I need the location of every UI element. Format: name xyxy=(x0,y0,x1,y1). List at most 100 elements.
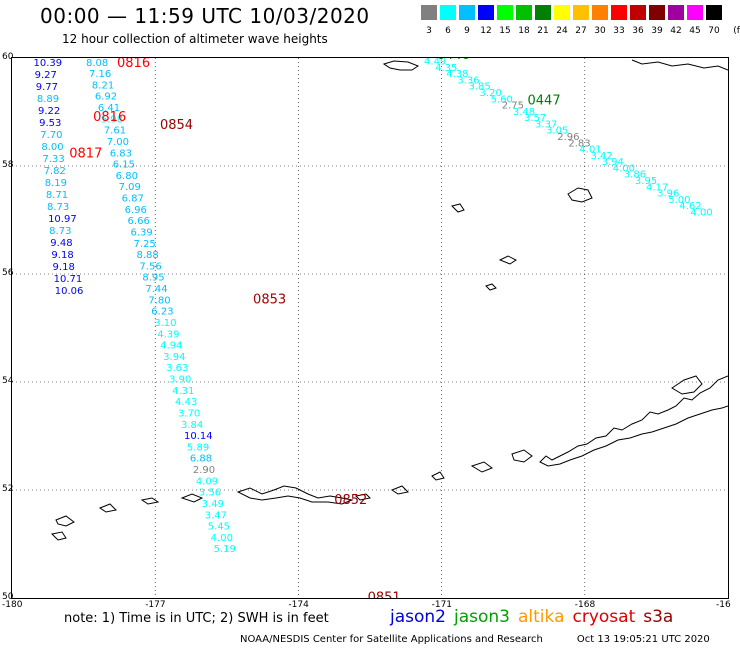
wave-height-value: 6.23 xyxy=(151,307,173,318)
legend-label-24: 24 xyxy=(556,26,568,36)
wave-height-value: 2.83 xyxy=(568,138,590,149)
map-canvas: 10.399.279.778.899.229.537.708.007.337.8… xyxy=(12,58,728,598)
lon-tick-label: -16 xyxy=(716,600,731,610)
aleutian-chain-east-2 xyxy=(470,461,494,473)
graticule-grid xyxy=(12,58,728,598)
wave-height-value: 5.00 xyxy=(668,195,690,206)
wave-height-value: 6.87 xyxy=(122,194,144,205)
lon-tick-label: -171 xyxy=(431,600,453,610)
wave-height-value: 4.00 xyxy=(690,207,712,218)
lat-tick-label: 52 xyxy=(2,484,14,494)
wave-height-value: 3.90 xyxy=(169,375,191,386)
near-islands-2 xyxy=(50,531,67,541)
legend-label-18: 18 xyxy=(518,26,530,36)
wave-height-value: 3.10 xyxy=(154,318,176,329)
wave-height-value: 4.00 xyxy=(211,533,233,544)
wave-height-value: 8.73 xyxy=(49,226,71,237)
legend-label-3: 3 xyxy=(426,26,432,36)
legend-swatch-18 xyxy=(516,5,532,20)
st-lawrence-island xyxy=(382,60,420,71)
near-islands-1 xyxy=(55,515,75,527)
satellite-legend: jason2 jason3 altika cryosat s3a xyxy=(390,607,681,627)
pass-time-label: 0446 xyxy=(437,58,470,63)
legend-swatch-15 xyxy=(497,5,513,20)
wave-height-value: 5.60 xyxy=(491,94,513,105)
wave-height-value: 4.31 xyxy=(172,386,194,397)
legend-swatch-45 xyxy=(687,5,703,20)
wave-height-value: 3.20 xyxy=(480,88,502,99)
pass-time-label: 0853 xyxy=(253,292,286,307)
pass-time-label: 0447 xyxy=(528,94,561,109)
wave-height-value: 5.98 xyxy=(101,114,123,125)
credit-timestamp: Oct 13 19:05:21 UTC 2020 xyxy=(576,634,710,645)
credit-line: NOAA/NESDIS Center for Satellite Applica… xyxy=(240,634,710,645)
kodiak-island xyxy=(671,375,703,395)
aleutian-chain-east-4 xyxy=(354,493,372,501)
wave-height-value: 10.39 xyxy=(33,58,62,69)
legend-swatch-36 xyxy=(630,5,646,20)
pass-time-label: 0854 xyxy=(160,118,193,133)
wave-height-value: 4.00 xyxy=(613,163,635,174)
wave-height-value: 3.36 xyxy=(457,75,479,86)
legend-label-45: 45 xyxy=(689,26,701,36)
wave-height-value: 3.86 xyxy=(624,170,646,181)
legend-swatch-9 xyxy=(459,5,475,20)
pass-time-label: 0817 xyxy=(69,147,102,162)
lat-tick-label: 54 xyxy=(2,376,14,386)
wave-height-value: 9.48 xyxy=(50,238,72,249)
wave-height-value: 10.14 xyxy=(184,431,213,442)
wave-height-value: 3.57 xyxy=(413,58,435,61)
wave-height-value: 8.19 xyxy=(45,178,67,189)
aleutian-chain-central xyxy=(236,485,354,505)
wave-height-value: 8.95 xyxy=(142,273,164,284)
wave-height-value: 5.45 xyxy=(208,522,230,533)
wave-height-value: 7.44 xyxy=(145,284,167,295)
wave-height-value: 10.06 xyxy=(55,286,84,297)
wave-height-value: 2.75 xyxy=(502,101,524,112)
map-subtitle: 12 hour collection of altimeter wave hei… xyxy=(62,32,328,46)
wave-height-value: 9.53 xyxy=(39,118,61,129)
legend-swatch-70 xyxy=(706,5,722,20)
wave-height-value: 3.84 xyxy=(181,420,203,431)
legend-label-36: 36 xyxy=(632,26,644,36)
wave-height-value: 6.96 xyxy=(125,205,147,216)
lon-tick-label: -168 xyxy=(574,600,596,610)
wave-height-value: 3.42 xyxy=(591,151,613,162)
wave-height-value: 9.77 xyxy=(36,82,58,93)
wave-height-value: 3.49 xyxy=(202,499,224,510)
wave-height-value: 7.16 xyxy=(89,69,111,80)
wave-height-value: 4.39 xyxy=(157,329,179,340)
legend-swatch-12 xyxy=(478,5,494,20)
wave-height-value: 3.85 xyxy=(468,82,490,93)
pass-time-label: 0816 xyxy=(117,58,150,71)
aleutian-chain-east-1 xyxy=(431,471,445,481)
wave-height-value: 5.89 xyxy=(187,442,209,453)
wave-height-value: 6.80 xyxy=(116,171,138,182)
wave-height-value: 3.56 xyxy=(199,488,221,499)
legend-swatch-27 xyxy=(573,5,589,20)
satellite-name-s3a: s3a xyxy=(643,607,674,627)
footnote-units: note: 1) Time is in UTC; 2) SWH is in fe… xyxy=(64,611,329,626)
wave-height-value: 2.90 xyxy=(193,465,215,476)
wave-height-value: 3.94 xyxy=(163,352,185,363)
wave-height-value: 4.94 xyxy=(160,341,182,352)
wave-height-value: 3.94 xyxy=(602,157,624,168)
satellite-name-cryosat: cryosat xyxy=(572,607,636,627)
near-islands-3 xyxy=(98,503,118,513)
wave-height-value: 6.66 xyxy=(128,216,150,227)
pribilof-island-2 xyxy=(485,283,497,291)
legend-label-39: 39 xyxy=(651,26,663,36)
wave-height-value: 8.89 xyxy=(37,94,59,105)
lon-tick-label: -177 xyxy=(145,600,166,610)
credit-source: NOAA/NESDIS Center for Satellite Applica… xyxy=(240,634,543,645)
wave-height-value: 3.57 xyxy=(524,113,546,124)
wave-height-value: 7.00 xyxy=(107,137,129,148)
legend-label-9: 9 xyxy=(464,26,470,36)
mainland-coast-north xyxy=(631,59,728,71)
satellite-name-altika: altika xyxy=(518,607,565,627)
legend-label-42: 42 xyxy=(670,26,682,36)
wave-height-value: 9.22 xyxy=(38,106,60,117)
legend-label-15: 15 xyxy=(499,26,511,36)
aleutian-chain-east-3 xyxy=(390,485,410,495)
pass-time-label: 0852 xyxy=(334,493,367,508)
